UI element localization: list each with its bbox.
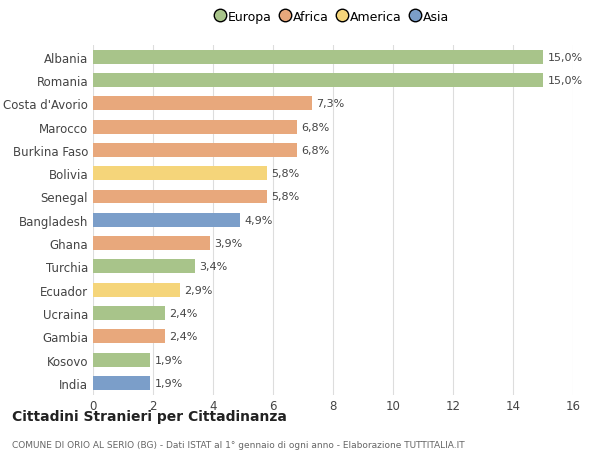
Bar bbox=[93, 120, 297, 134]
Text: 6,8%: 6,8% bbox=[302, 122, 330, 132]
Text: 2,4%: 2,4% bbox=[170, 331, 198, 341]
Bar bbox=[93, 213, 240, 227]
Text: 6,8%: 6,8% bbox=[302, 146, 330, 156]
Bar bbox=[93, 330, 165, 344]
Text: 1,9%: 1,9% bbox=[155, 378, 183, 388]
Text: 1,9%: 1,9% bbox=[155, 355, 183, 365]
Text: COMUNE DI ORIO AL SERIO (BG) - Dati ISTAT al 1° gennaio di ogni anno - Elaborazi: COMUNE DI ORIO AL SERIO (BG) - Dati ISTA… bbox=[12, 441, 464, 449]
Bar bbox=[93, 306, 165, 320]
Bar bbox=[93, 50, 543, 65]
Bar bbox=[93, 167, 267, 181]
Bar bbox=[93, 190, 267, 204]
Text: 5,8%: 5,8% bbox=[271, 169, 300, 179]
Legend: Europa, Africa, America, Asia: Europa, Africa, America, Asia bbox=[213, 7, 453, 27]
Text: 3,4%: 3,4% bbox=[199, 262, 228, 272]
Text: 3,9%: 3,9% bbox=[215, 239, 243, 249]
Text: 2,9%: 2,9% bbox=[185, 285, 213, 295]
Bar bbox=[93, 236, 210, 251]
Bar bbox=[93, 353, 150, 367]
Text: 7,3%: 7,3% bbox=[317, 99, 345, 109]
Text: 5,8%: 5,8% bbox=[271, 192, 300, 202]
Bar bbox=[93, 144, 297, 157]
Text: Cittadini Stranieri per Cittadinanza: Cittadini Stranieri per Cittadinanza bbox=[12, 409, 287, 423]
Text: 4,9%: 4,9% bbox=[245, 215, 273, 225]
Bar bbox=[93, 97, 312, 111]
Bar bbox=[93, 74, 543, 88]
Text: 2,4%: 2,4% bbox=[170, 308, 198, 319]
Bar bbox=[93, 260, 195, 274]
Text: 15,0%: 15,0% bbox=[548, 52, 583, 62]
Bar bbox=[93, 376, 150, 390]
Text: 15,0%: 15,0% bbox=[548, 76, 583, 86]
Bar bbox=[93, 283, 180, 297]
